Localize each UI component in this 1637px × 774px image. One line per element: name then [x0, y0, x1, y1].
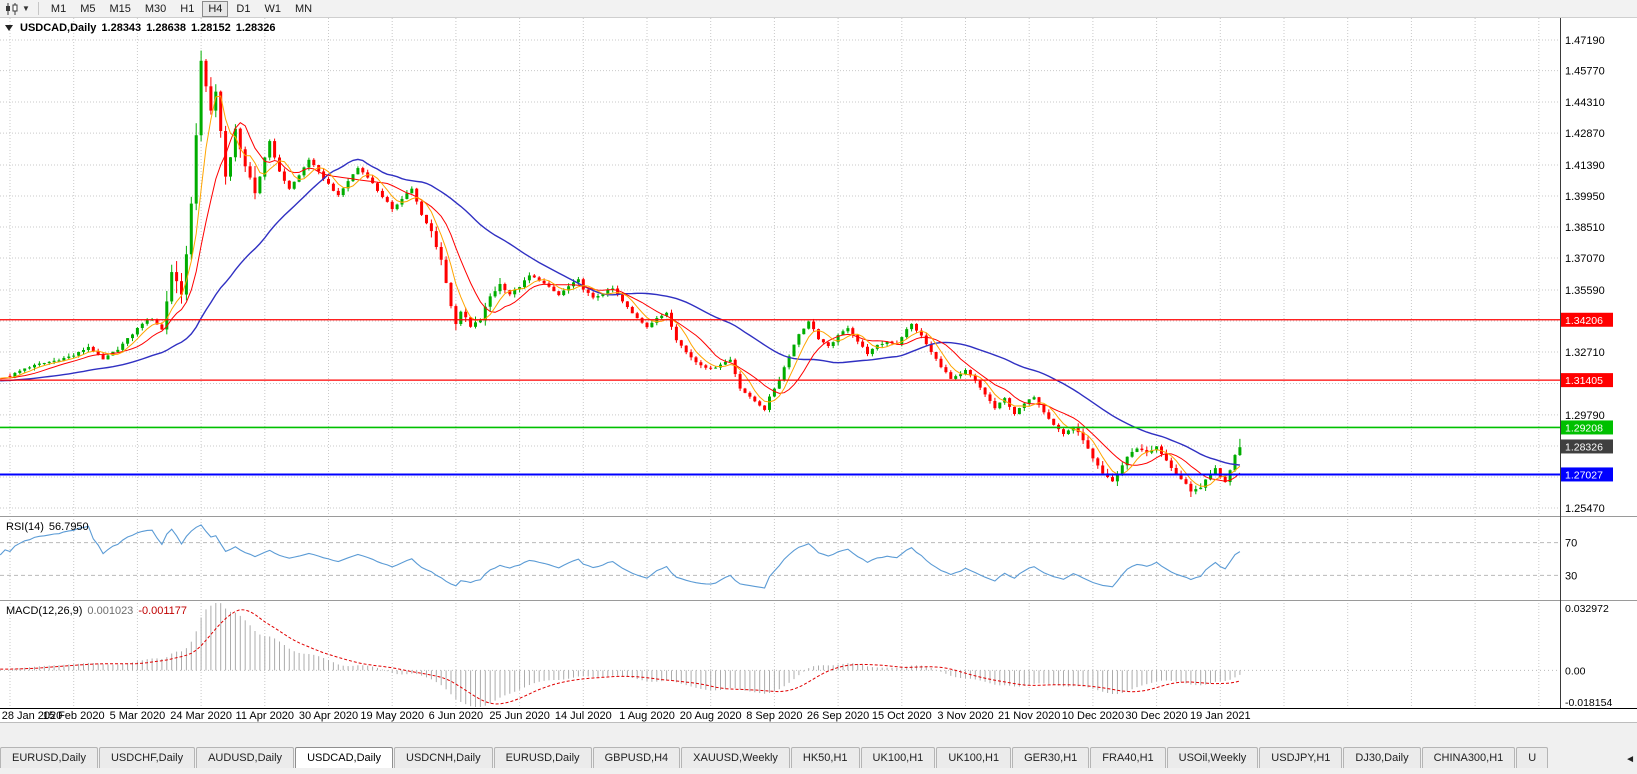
svg-text:1.35590: 1.35590 [1565, 285, 1605, 297]
candlestick-series [8, 50, 1242, 498]
svg-text:21 Nov 2020: 21 Nov 2020 [998, 710, 1060, 722]
chart-tab-china300-h1[interactable]: CHINA300,H1 [1421, 747, 1516, 768]
tab-scroll-left-icon[interactable]: ◄ [1625, 754, 1635, 765]
chart-tab-usdcad-daily[interactable]: USDCAD,Daily [295, 747, 394, 768]
svg-text:70: 70 [1565, 538, 1577, 550]
svg-text:1.37070: 1.37070 [1565, 253, 1605, 265]
timeframe-button-w1[interactable]: W1 [264, 2, 281, 15]
chart-tab-u[interactable]: U [1516, 747, 1549, 768]
svg-text:3 Nov 2020: 3 Nov 2020 [937, 710, 993, 722]
svg-text:19 Jan 2021: 19 Jan 2021 [1190, 710, 1251, 722]
svg-text:1.25470: 1.25470 [1565, 503, 1605, 515]
grid [0, 18, 1560, 708]
chart-tab-audusd-daily[interactable]: AUDUSD,Daily [196, 747, 295, 768]
chart-tab-dj30-daily[interactable]: DJ30,Daily [1343, 747, 1421, 768]
macd-panel [0, 603, 1560, 707]
chart-tab-bar: EURUSD,Daily USDCHF,Daily AUDUSD,Daily USDC… [0, 722, 1637, 774]
timeframe-button-h4[interactable]: H4 [202, 0, 229, 17]
svg-text:24 Mar 2020: 24 Mar 2020 [170, 710, 232, 722]
svg-text:30: 30 [1565, 570, 1577, 582]
svg-text:11 Apr 2020: 11 Apr 2020 [236, 710, 295, 722]
chart-tabs: EURUSD,Daily USDCHF,Daily AUDUSD,Daily USDC… [0, 746, 1620, 768]
chart-tab-xauusd-weekly[interactable]: XAUUSD,Weekly [681, 747, 790, 768]
chart-tab-eurusd-daily[interactable]: EURUSD,Daily [493, 747, 592, 768]
svg-text:-0.018154: -0.018154 [1565, 697, 1612, 709]
chart-tab-usdjpy-h1[interactable]: USDJPY,H1 [1259, 747, 1343, 768]
svg-text:5 Mar 2020: 5 Mar 2020 [110, 710, 166, 722]
svg-text:6 Jun 2020: 6 Jun 2020 [429, 710, 483, 722]
chart-tab-usdcnh-daily[interactable]: USDCNH,Daily [394, 747, 493, 768]
svg-text:1.32710: 1.32710 [1565, 347, 1605, 359]
svg-text:20 Aug 2020: 20 Aug 2020 [680, 710, 742, 722]
svg-text:1 Aug 2020: 1 Aug 2020 [619, 710, 675, 722]
svg-text:10 Dec 2020: 10 Dec 2020 [1062, 710, 1124, 722]
price-axis[interactable]: 1.47190 1.45770 1.44310 1.42870 1.41390 1.399… [1561, 35, 1613, 709]
svg-text:1.41390: 1.41390 [1565, 160, 1605, 172]
timeframe-button-h1[interactable]: H1 [180, 2, 195, 15]
svg-text:19 May 2020: 19 May 2020 [360, 710, 424, 722]
svg-text:1.42870: 1.42870 [1565, 128, 1605, 140]
chart-tab-hk50-h1[interactable]: HK50,H1 [790, 747, 860, 768]
timeframe-buttons: M1 M5 M15 M30 H1 H4 D1 W1 MN [44, 0, 319, 17]
moving-averages [0, 95, 1241, 487]
horizontal-level-lines[interactable] [0, 319, 1560, 476]
chart-tab-uk100-h1[interactable]: UK100,H1 [860, 747, 936, 768]
svg-text:15 Oct 2020: 15 Oct 2020 [872, 710, 932, 722]
svg-text:1.27027: 1.27027 [1565, 469, 1603, 481]
timeframe-toolbar: ▼ M1 M5 M15 M30 H1 H4 D1 W1 MN [0, 0, 1637, 18]
svg-text:14 Jul 2020: 14 Jul 2020 [555, 710, 612, 722]
dropdown-caret-icon[interactable]: ▼ [22, 4, 30, 13]
svg-text:1.38510: 1.38510 [1565, 222, 1605, 234]
timeframe-button-mn[interactable]: MN [294, 2, 313, 15]
chart-area[interactable]: 1.47190 1.45770 1.44310 1.42870 1.41390 1.399… [0, 18, 1637, 722]
svg-text:0.00: 0.00 [1565, 665, 1586, 677]
timeframe-button-m1[interactable]: M1 [50, 2, 67, 15]
timeframe-button-m30[interactable]: M30 [144, 2, 167, 15]
svg-text:1.44310: 1.44310 [1565, 97, 1605, 109]
timeframe-button-m5[interactable]: M5 [80, 2, 96, 15]
price-chart-canvas[interactable]: 1.47190 1.45770 1.44310 1.42870 1.41390 1.399… [0, 18, 1637, 722]
chart-tab-usoil-weekly[interactable]: USOil,Weekly [1166, 747, 1259, 768]
timeframe-button-d1[interactable]: D1 [236, 2, 251, 15]
panel-frame [0, 18, 1637, 722]
svg-text:1.47190: 1.47190 [1565, 35, 1605, 47]
chart-tab-fra40-h1[interactable]: FRA40,H1 [1090, 747, 1166, 768]
chart-tab-gbpusd-h4[interactable]: GBPUSD,H4 [592, 747, 681, 768]
chart-tab-uk100-h1[interactable]: UK100,H1 [936, 747, 1012, 768]
svg-text:30 Apr 2020: 30 Apr 2020 [299, 710, 358, 722]
svg-text:1.28326: 1.28326 [1565, 441, 1603, 453]
toolbar-separator [37, 2, 39, 15]
chart-tab-usdchf-daily[interactable]: USDCHF,Daily [98, 747, 196, 768]
svg-text:15 Feb 2020: 15 Feb 2020 [43, 710, 105, 722]
chart-tab-eurusd-daily[interactable]: EURUSD,Daily [0, 747, 98, 768]
svg-text:25 Jun 2020: 25 Jun 2020 [489, 710, 550, 722]
chart-tab-ger30-h1[interactable]: GER30,H1 [1012, 747, 1090, 768]
svg-text:28 Jan 2020: 28 Jan 2020 [2, 710, 63, 722]
svg-text:26 Sep 2020: 26 Sep 2020 [807, 710, 869, 722]
svg-text:1.34206: 1.34206 [1565, 315, 1603, 327]
rsi-panel [0, 524, 1560, 589]
svg-text:30 Dec 2020: 30 Dec 2020 [1125, 710, 1187, 722]
svg-text:1.39950: 1.39950 [1565, 191, 1605, 203]
timeframe-button-m15[interactable]: M15 [109, 2, 131, 15]
svg-text:0.032972: 0.032972 [1565, 603, 1609, 615]
svg-text:8 Sep 2020: 8 Sep 2020 [746, 710, 802, 722]
svg-text:1.31405: 1.31405 [1565, 375, 1603, 387]
svg-text:1.29208: 1.29208 [1565, 422, 1603, 434]
svg-text:1.45770: 1.45770 [1565, 66, 1605, 78]
candlestick-chart-icon[interactable] [3, 2, 21, 16]
svg-text:1.29790: 1.29790 [1565, 410, 1605, 422]
